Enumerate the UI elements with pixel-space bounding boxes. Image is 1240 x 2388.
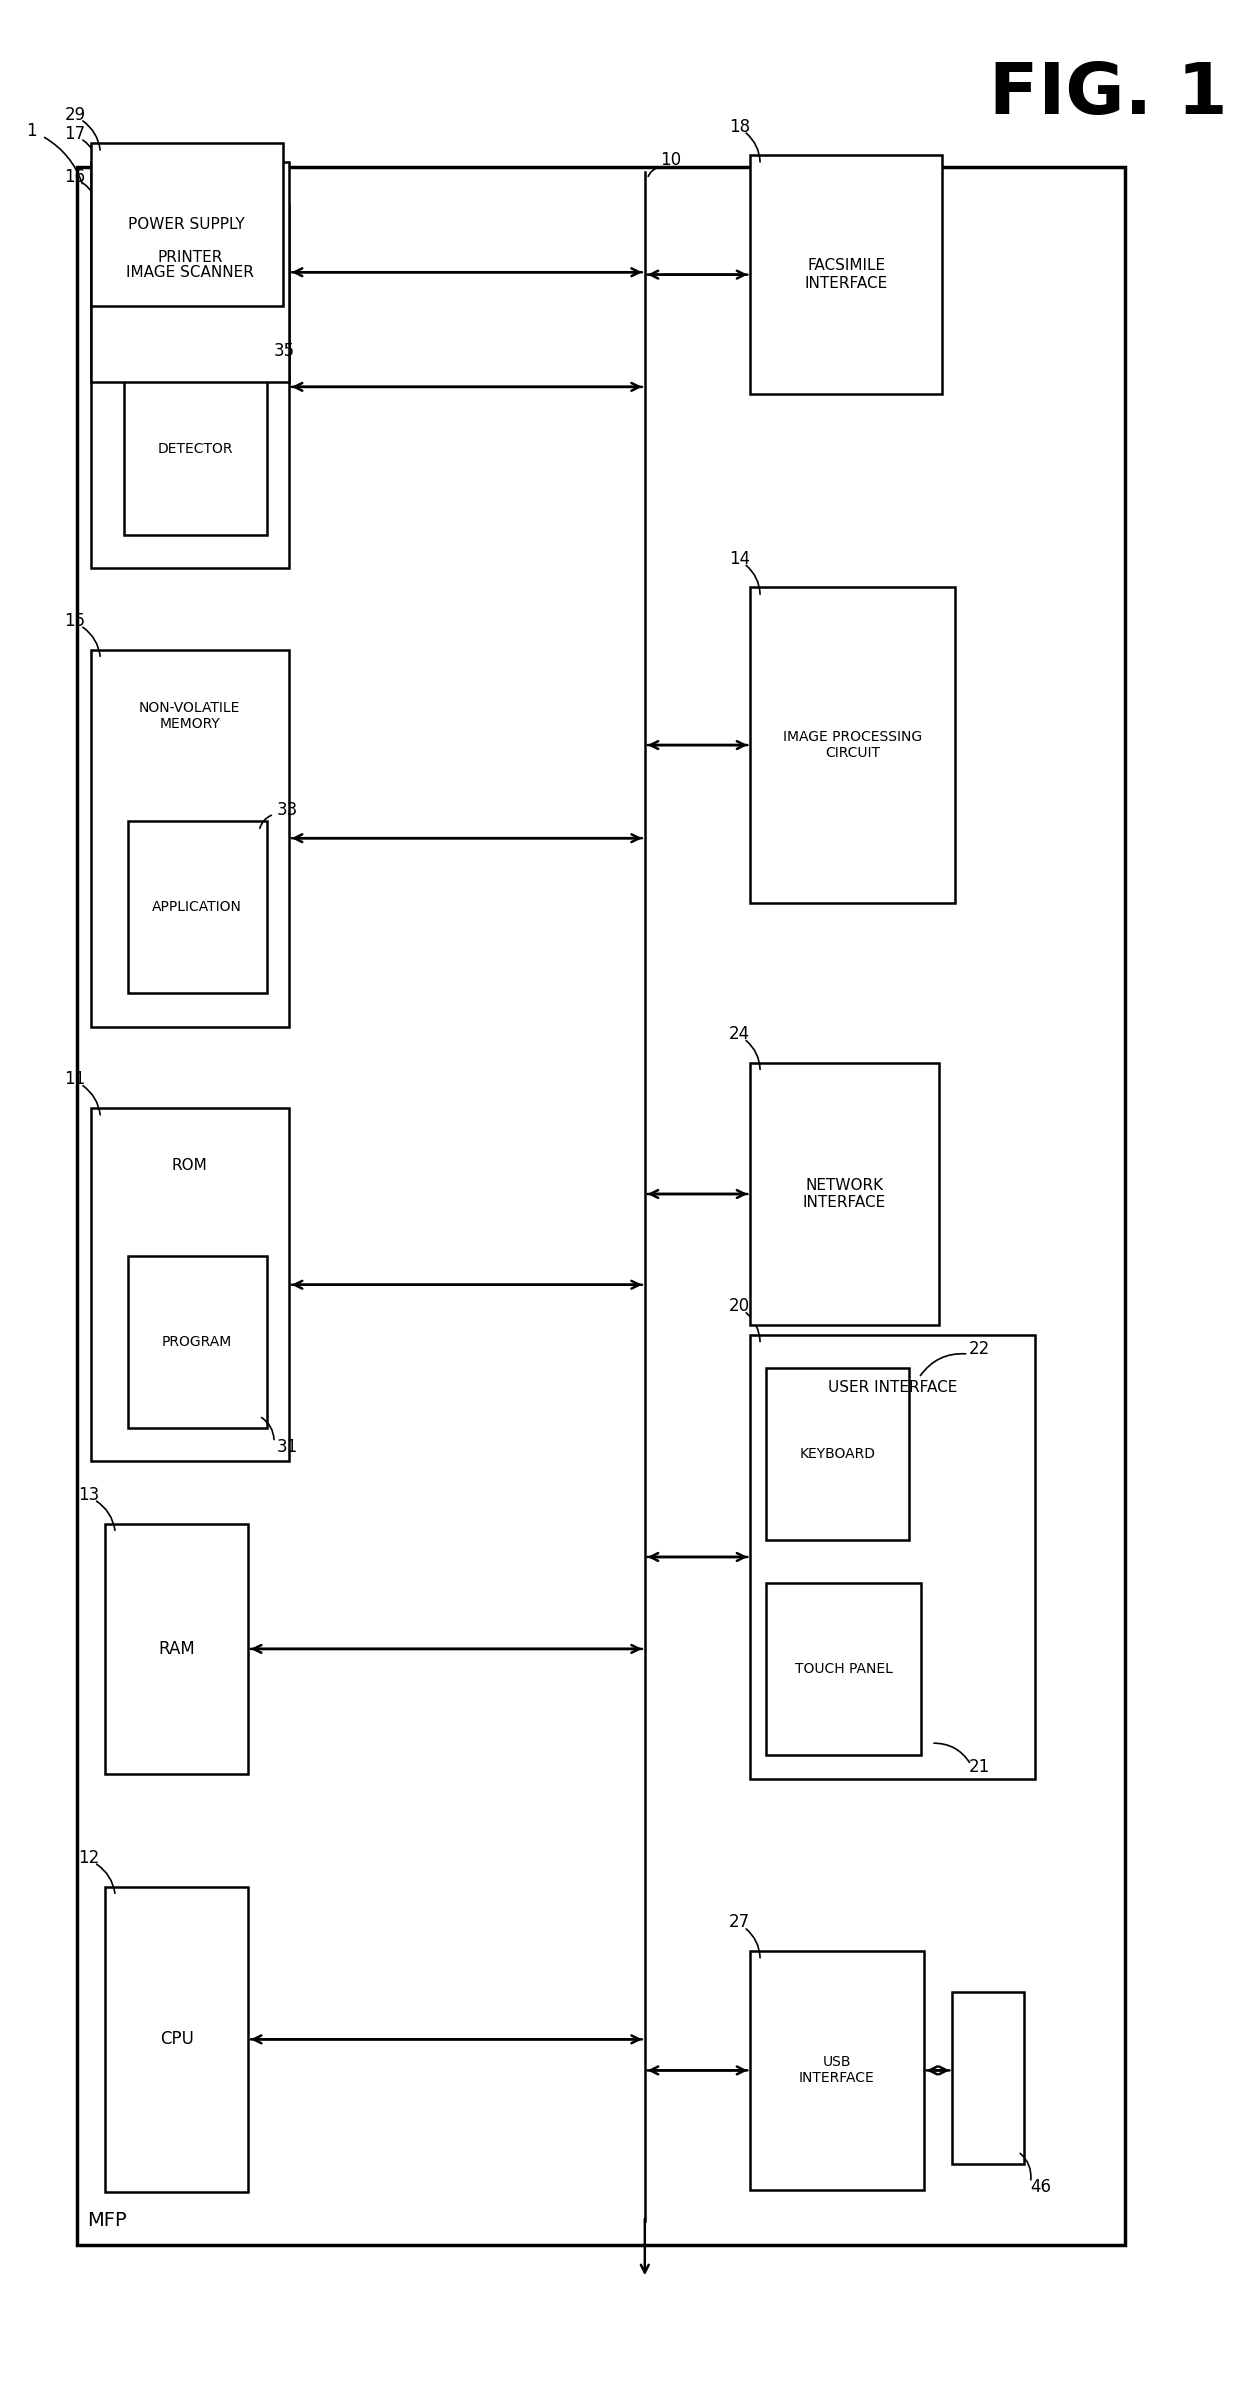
Text: 12: 12 (78, 1848, 99, 1867)
Text: 31: 31 (277, 1438, 298, 1457)
Bar (750, 1951, 924, 2190)
Bar (91, 650, 289, 1027)
Text: NON-VOLATILE
MEMORY: NON-VOLATILE MEMORY (139, 702, 241, 731)
Bar (750, 587, 955, 903)
Text: 46: 46 (1030, 2178, 1052, 2197)
Text: 29: 29 (64, 105, 86, 124)
Text: 10: 10 (660, 150, 681, 170)
Bar (766, 1583, 921, 1755)
Text: MFP: MFP (87, 2211, 126, 2230)
Text: 14: 14 (729, 549, 750, 568)
Bar (91, 1108, 289, 1461)
Bar (77, 167, 1125, 2245)
Bar (105, 1887, 248, 2192)
Text: IMAGE PROCESSING
CIRCUIT: IMAGE PROCESSING CIRCUIT (782, 731, 923, 759)
Text: 13: 13 (78, 1485, 99, 1504)
Bar (124, 363, 267, 535)
Text: 18: 18 (729, 117, 750, 136)
Text: 35: 35 (274, 341, 295, 361)
Text: DETECTOR: DETECTOR (157, 442, 233, 456)
Text: 33: 33 (277, 800, 298, 819)
Bar (91, 162, 289, 382)
Text: USER INTERFACE: USER INTERFACE (828, 1380, 957, 1395)
Bar (91, 143, 283, 306)
Text: CPU: CPU (160, 2030, 193, 2049)
Text: 20: 20 (729, 1297, 750, 1316)
Text: 11: 11 (64, 1070, 86, 1089)
Text: NETWORK
INTERFACE: NETWORK INTERFACE (802, 1177, 887, 1211)
Text: FACSIMILE
INTERFACE: FACSIMILE INTERFACE (805, 258, 888, 291)
Text: APPLICATION: APPLICATION (153, 900, 242, 915)
Bar (128, 1256, 267, 1428)
Text: 24: 24 (729, 1024, 750, 1044)
Text: 21: 21 (968, 1758, 990, 1777)
Text: 17: 17 (64, 124, 86, 143)
Bar (750, 1335, 1035, 1779)
Text: FIG. 1: FIG. 1 (990, 60, 1228, 129)
Text: ROM: ROM (172, 1158, 207, 1173)
Text: 1: 1 (26, 122, 36, 141)
Text: IMAGE SCANNER: IMAGE SCANNER (125, 265, 254, 279)
Text: PRINTER: PRINTER (157, 251, 222, 265)
Bar (952, 1992, 1024, 2164)
Text: RAM: RAM (159, 1641, 195, 1657)
Text: 16: 16 (64, 167, 86, 186)
Bar (750, 155, 942, 394)
Text: PROGRAM: PROGRAM (162, 1335, 232, 1349)
Text: 15: 15 (64, 611, 86, 630)
Text: TOUCH PANEL: TOUCH PANEL (795, 1662, 893, 1676)
Text: 22: 22 (968, 1340, 990, 1359)
Bar (766, 1368, 909, 1540)
Bar (750, 1063, 939, 1325)
Text: USB
INTERFACE: USB INTERFACE (799, 2056, 875, 2085)
Text: KEYBOARD: KEYBOARD (800, 1447, 875, 1461)
Bar (128, 821, 267, 993)
Text: POWER SUPPLY: POWER SUPPLY (128, 217, 246, 232)
Bar (91, 205, 289, 568)
Text: 27: 27 (729, 1913, 750, 1932)
Bar (105, 1524, 248, 1774)
